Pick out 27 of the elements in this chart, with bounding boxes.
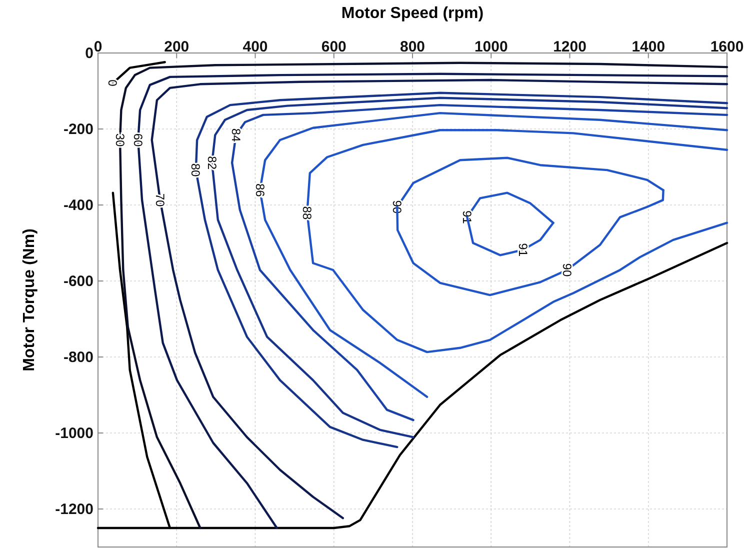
x-tick-label: 400 [242,38,268,56]
text: 82 [204,156,219,170]
x-tick-label: 600 [321,38,346,56]
x-tick-label: 1600 [710,38,744,56]
y-tick-label: -400 [63,196,94,214]
text: 30 [112,133,127,148]
y-tick-label: -600 [63,272,94,290]
x-tick-label: 1200 [553,38,586,56]
text: 90 [560,263,574,277]
y-tick-label: -800 [63,348,94,366]
y-tick-label: -1200 [55,500,94,518]
text: 88 [300,206,314,220]
x-tick-label: 200 [164,38,190,56]
x-axis-title: Motor Speed (rpm) [341,5,484,22]
text: 60 [130,133,145,148]
text: 70 [152,193,167,208]
y-tick-label: -200 [63,120,94,138]
text: 84 [228,128,243,142]
x-tick-label: 1000 [474,38,508,56]
y-tick-label: -1000 [55,424,94,442]
x-tick-label: 1400 [632,38,666,56]
y-axis-title: Motor Torque (Nm) [21,228,38,372]
text: 91 [516,243,530,257]
text: 0 [106,80,120,87]
text: 80 [188,163,203,178]
x-tick-label: 800 [400,38,426,56]
text: 86 [252,184,267,198]
